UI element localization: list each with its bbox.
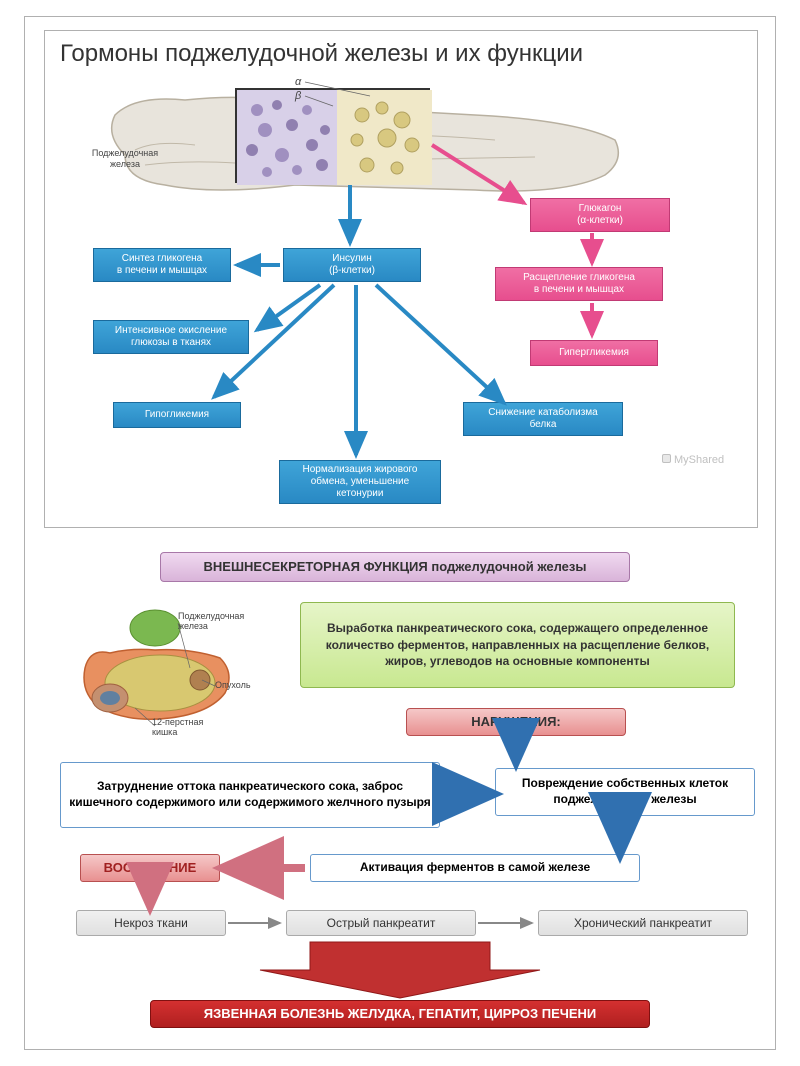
inflammation-box: ВОСПАЛЕНИЕ xyxy=(80,854,220,882)
glucagon-box: Глюкагон(α-клетки) xyxy=(530,198,670,232)
left-white-box: Затруднение оттока панкреатического сока… xyxy=(60,762,440,828)
final-red-box: ЯЗВЕННАЯ БОЛЕЗНЬ ЖЕЛУДКА, ГЕПАТИТ, ЦИРРО… xyxy=(150,1000,650,1028)
alpha-label: α xyxy=(295,76,301,88)
right-white-box: Повреждение собственных клеток поджелудо… xyxy=(495,768,755,816)
hypoglycemia-box: Гипогликемия xyxy=(113,402,241,428)
micro-svg xyxy=(237,90,432,185)
glycogen-synth-box: Синтез гликогенав печени и мышцах xyxy=(93,248,231,282)
hyperglycemia-box: Гипергликемия xyxy=(530,340,658,366)
watermark: MyShared xyxy=(662,454,724,466)
organ-pancreas-label: Поджелудочная железа xyxy=(178,612,258,632)
chronic-box: Хронический панкреатит xyxy=(538,910,748,936)
beta-label: β xyxy=(295,90,301,102)
catabolism-box: Снижение катаболизмабелка xyxy=(463,402,623,436)
activation-box: Активация ферментов в самой железе xyxy=(310,854,640,882)
pancreas-label: Поджелудочная железа xyxy=(80,148,170,170)
necrosis-box: Некроз ткани xyxy=(76,910,226,936)
oxidation-box: Интенсивное окислениеглюкозы в тканях xyxy=(93,320,249,354)
acute-box: Острый панкреатит xyxy=(286,910,476,936)
glycogen-break-box: Расщепление гликогенав печени и мышцах xyxy=(495,267,663,301)
micro-inset xyxy=(235,88,430,183)
organ-duodenum-label: 12-перстная кишка xyxy=(152,718,222,738)
organ-tumor-label: Опухоль xyxy=(215,680,251,690)
violations-header: НАРУШЕНИЯ: xyxy=(406,708,626,736)
exocrine-header: ВНЕШНЕСЕКРЕТОРНАЯ ФУНКЦИЯ поджелудочной … xyxy=(160,552,630,582)
green-info-box: Выработка панкреатического сока, содержа… xyxy=(300,602,735,688)
normalization-box: Нормализация жировогообмена, уменьшениек… xyxy=(279,460,441,504)
page-title: Гормоны поджелудочной железы и их функци… xyxy=(60,40,583,68)
insulin-box: Инсулин(β-клетки) xyxy=(283,248,421,282)
